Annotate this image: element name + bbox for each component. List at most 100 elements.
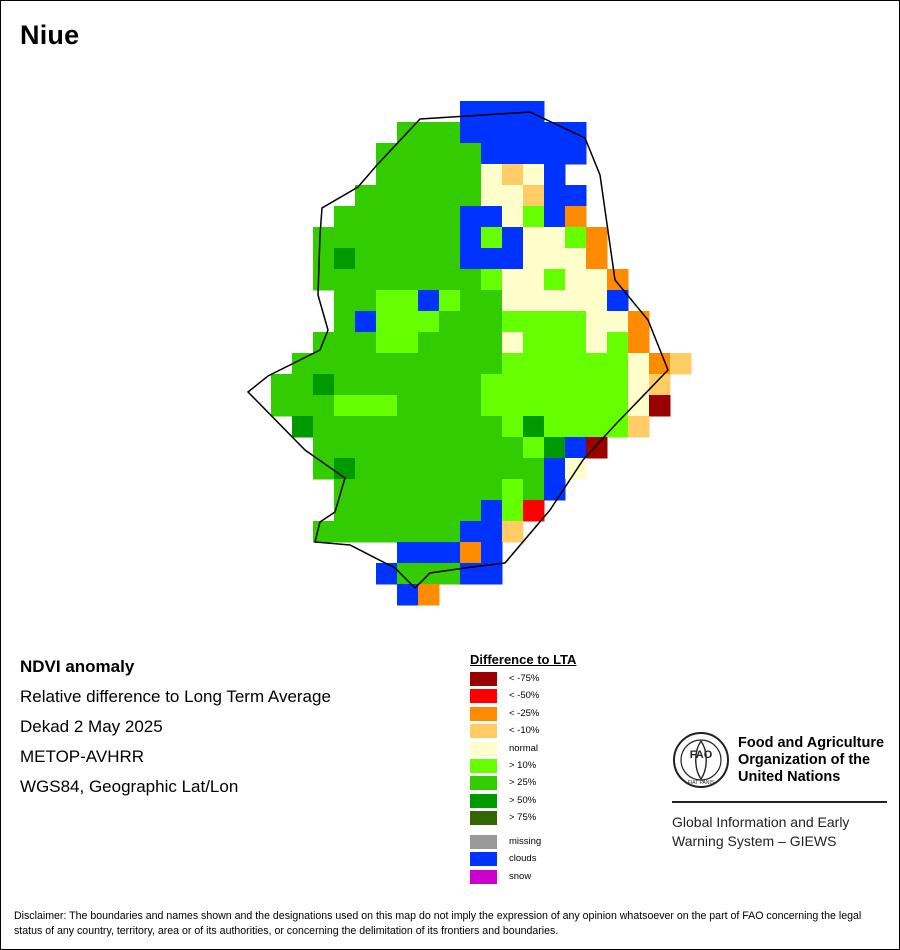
map-cell xyxy=(397,416,419,438)
map-cell xyxy=(544,395,566,417)
map-cell xyxy=(439,164,461,186)
map-cell xyxy=(271,395,293,417)
map-cell xyxy=(397,542,419,564)
map-cell xyxy=(523,248,545,270)
map-cell xyxy=(565,227,587,249)
map-cell xyxy=(523,374,545,396)
map-cell xyxy=(439,563,461,585)
legend-label: < -10% xyxy=(509,725,540,737)
map-cell xyxy=(523,395,545,417)
map-cell xyxy=(313,248,335,270)
map-cell xyxy=(481,290,503,312)
map-cell xyxy=(334,500,356,522)
map-cell xyxy=(397,164,419,186)
map-cell xyxy=(481,416,503,438)
map-cell xyxy=(334,353,356,375)
map-cell xyxy=(649,395,671,417)
map-cell xyxy=(334,437,356,459)
map-cell xyxy=(292,395,314,417)
map-cell xyxy=(355,374,377,396)
map-cell xyxy=(586,416,608,438)
map-cell xyxy=(439,458,461,480)
map-cell xyxy=(376,185,398,207)
map-cell xyxy=(481,353,503,375)
map-cell xyxy=(544,332,566,354)
map-cell xyxy=(544,122,566,144)
legend-swatch xyxy=(470,835,497,849)
map-cell xyxy=(418,164,440,186)
map-cell xyxy=(523,143,545,165)
map-cell xyxy=(418,332,440,354)
map-cell xyxy=(418,311,440,333)
map-cell xyxy=(271,374,293,396)
map-cell xyxy=(439,332,461,354)
map-cell xyxy=(376,290,398,312)
map-cell xyxy=(523,269,545,291)
map-cell xyxy=(502,206,524,228)
map-cell xyxy=(418,248,440,270)
map-cell xyxy=(586,395,608,417)
disclaimer: Disclaimer: The boundaries and names sho… xyxy=(14,910,862,937)
fao-logo-icon: FAO FIAT PANIS xyxy=(673,732,729,788)
map-cell xyxy=(460,206,482,228)
map-cell xyxy=(502,269,524,291)
map-cell xyxy=(481,500,503,522)
map-cell xyxy=(628,332,650,354)
map-cell xyxy=(418,353,440,375)
map-cell xyxy=(355,458,377,480)
map-cell xyxy=(502,227,524,249)
logo-motto: FIAT PANIS xyxy=(688,780,715,786)
map-cell xyxy=(460,311,482,333)
map-cell xyxy=(607,353,629,375)
map-cell xyxy=(502,122,524,144)
map-cell xyxy=(586,332,608,354)
map-cell xyxy=(523,227,545,249)
map-cell xyxy=(439,521,461,543)
map-cell xyxy=(355,185,377,207)
map-cell xyxy=(586,311,608,333)
map-cell xyxy=(460,479,482,501)
legend-swatch xyxy=(470,852,497,867)
map-cell xyxy=(334,248,356,270)
map-cell xyxy=(460,416,482,438)
map-cell xyxy=(544,458,566,480)
legend-swatch xyxy=(470,741,497,756)
map-cell xyxy=(523,458,545,480)
map-cell xyxy=(439,311,461,333)
map-cell xyxy=(397,227,419,249)
map-cell xyxy=(544,311,566,333)
legend-label: > 75% xyxy=(509,812,537,824)
map-cell xyxy=(418,185,440,207)
map-cell xyxy=(523,185,545,207)
map-cell xyxy=(481,311,503,333)
map-cell xyxy=(418,416,440,438)
map-cell xyxy=(355,332,377,354)
divider xyxy=(672,801,887,803)
map-cell xyxy=(544,416,566,438)
pixel-grid xyxy=(271,101,692,606)
sensor: METOP-AVHRR xyxy=(20,747,145,766)
map-cell xyxy=(334,416,356,438)
map-cell xyxy=(439,122,461,144)
map-cell xyxy=(355,521,377,543)
map-cell xyxy=(418,143,440,165)
map-cell xyxy=(607,290,629,312)
map-cell xyxy=(565,437,587,459)
map-cell xyxy=(313,332,335,354)
map-cell xyxy=(376,521,398,543)
legend-title: Difference to LTA xyxy=(470,652,577,667)
map-cell xyxy=(355,269,377,291)
map-cell xyxy=(523,164,545,186)
legend-swatch xyxy=(470,724,497,739)
map-cell xyxy=(418,584,440,606)
map-cell xyxy=(460,395,482,417)
map-cell xyxy=(334,332,356,354)
map-cell xyxy=(502,521,524,543)
map-cell xyxy=(544,248,566,270)
legend-label: < -75% xyxy=(509,673,540,684)
map-cell xyxy=(460,353,482,375)
map-cell xyxy=(439,269,461,291)
map-cell xyxy=(565,185,587,207)
map-cell xyxy=(355,353,377,375)
map-cell xyxy=(334,395,356,417)
